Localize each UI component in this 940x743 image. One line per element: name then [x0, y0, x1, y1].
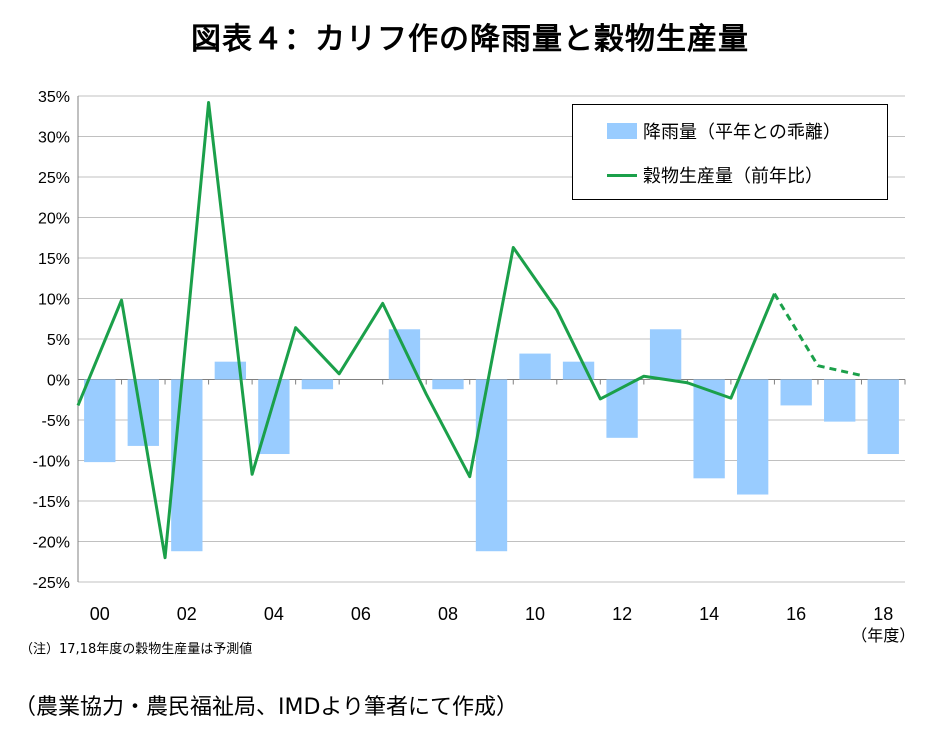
y-tick-label: -10%: [33, 454, 70, 471]
y-tick-label: 0%: [47, 373, 70, 390]
y-tick-label: 30%: [38, 130, 70, 147]
rainfall-bars: [84, 329, 899, 552]
rainfall-bar: [301, 379, 334, 390]
legend-item-rainfall: 降雨量（平年との乖離）: [573, 119, 841, 143]
rainfall-bar: [258, 379, 290, 455]
legend-label-rainfall: 降雨量（平年との乖離）: [643, 122, 841, 143]
rainfall-bar: [432, 379, 464, 390]
rainfall-bar: [519, 353, 551, 380]
rainfall-bar: [780, 379, 812, 406]
chart-title: 図表４：カリフ作の降雨量と穀物生産量: [191, 22, 749, 57]
y-tick-label: 10%: [38, 292, 70, 309]
y-tick-label: -25%: [33, 575, 70, 592]
rainfall-bar: [475, 379, 508, 552]
y-tick-label: -20%: [33, 535, 70, 552]
x-tick-label: 06: [351, 604, 371, 624]
source-text: （農業協力・農民福祉局、IMDより筆者にて作成）: [14, 695, 518, 720]
y-tick-label: -15%: [33, 494, 70, 511]
x-tick-label: 08: [438, 604, 458, 624]
rainfall-bar: [736, 379, 769, 495]
rainfall-bar: [649, 329, 682, 380]
legend: 降雨量（平年との乖離） 穀物生産量（前年比）: [572, 104, 888, 200]
x-tick-label: 04: [264, 604, 284, 624]
legend-swatch-grain: [607, 173, 637, 177]
legend-swatch-rainfall: [607, 123, 637, 139]
x-tick-label: 14: [699, 604, 719, 624]
y-tick-label: 25%: [38, 170, 70, 187]
rainfall-bar: [171, 379, 203, 552]
rainfall-bar: [562, 361, 595, 380]
rainfall-bar: [867, 379, 899, 455]
x-tick-labels: 00 02 04 06 08 10 12 14 16 18 （年度）: [90, 604, 915, 645]
y-tick-label: -5%: [42, 413, 70, 430]
rainfall-bar: [824, 379, 856, 422]
x-tick-label: 18: [873, 604, 893, 624]
grain-production-line: [76, 100, 862, 560]
x-tick-label: 12: [612, 604, 632, 624]
x-unit-label: （年度）: [851, 626, 915, 645]
grain-line-actual: [76, 100, 776, 560]
y-tick-labels: 35% 30% 25% 20% 15% 10% 5% 0% -5% -10% -15% -20% -25…: [33, 89, 70, 592]
footnote: （注）17,18年度の穀物生産量は予測値: [20, 642, 253, 657]
y-tick-label: 5%: [47, 332, 70, 349]
grain-line-forecast: [773, 292, 862, 377]
rainfall-bar: [693, 379, 725, 479]
rainfall-bar: [84, 379, 116, 463]
y-tick-label: 20%: [38, 211, 70, 228]
y-tick-label: 15%: [38, 251, 70, 268]
legend-label-grain: 穀物生産量（前年比）: [643, 166, 823, 187]
x-tick-label: 02: [177, 604, 197, 624]
y-tick-label: 35%: [38, 89, 70, 106]
x-tick-label: 16: [786, 604, 806, 624]
x-tick-label: 00: [90, 604, 110, 624]
x-tick-label: 10: [525, 604, 545, 624]
legend-item-grain: 穀物生産量（前年比）: [573, 163, 823, 187]
